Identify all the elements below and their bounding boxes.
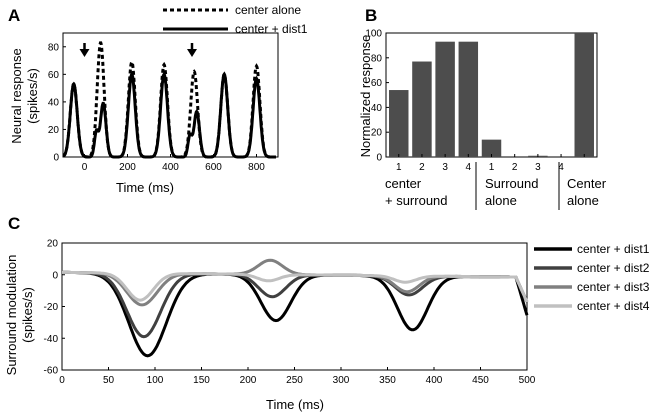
panel-b-xtick-label: 4: [466, 162, 472, 173]
panel-b-label: B: [365, 6, 377, 25]
panel-c-ytick-label: -60: [44, 366, 59, 377]
panel-c-ytick-label: -40: [44, 334, 59, 345]
panel-c-ytick-label: 0: [52, 270, 58, 281]
panel-a-ytick-label: 40: [48, 97, 60, 108]
stimulus-arrow-head: [187, 49, 197, 57]
panel-c-ylabel: Surround modulation: [4, 255, 19, 376]
panel-c-label: C: [8, 214, 20, 233]
group-3-line1: Center: [567, 176, 607, 191]
panel-c-xtick-label: 150: [193, 375, 210, 386]
panel-b-xtick-label: 2: [419, 162, 425, 173]
group-2-line1: Surround: [485, 176, 538, 191]
panel-a-xtick-label: 800: [248, 162, 265, 173]
series-center-dist1: [62, 71, 276, 159]
panel-b-xtick-label: 1: [489, 162, 495, 173]
panel-c-frame: [61, 242, 528, 371]
panel-c-ytick-label: -20: [44, 302, 59, 313]
panel-a-ylabel-unit: (spikes/s): [25, 68, 40, 124]
bar: [435, 41, 455, 157]
legend-label: center + dist2: [577, 261, 650, 275]
panel-b-ytick-label: 60: [371, 78, 383, 89]
panel-c-xtick-label: 300: [333, 375, 350, 386]
panel-a-ytick-label: 60: [48, 70, 60, 81]
panel-b-xtick-label: 3: [535, 162, 541, 173]
panel-c-xtick-label: 500: [519, 375, 536, 386]
panel-a-ylabel: Neural response: [9, 48, 24, 143]
panel-a-chart: 0 200 400 600 800 0 20 40 60 80: [48, 32, 279, 173]
panel-c-xtick-label: 400: [426, 375, 443, 386]
panel-c-xtick-label: 0: [59, 375, 65, 386]
panel-c-xtick-label: 350: [379, 375, 396, 386]
panel-a-label: A: [8, 6, 20, 25]
panel-c-xtick-label: 100: [147, 375, 164, 386]
panel-b-chart: 0 20 40 60 80 100 1 2 3 4 1 2 3 4: [365, 29, 598, 173]
panel-c-xlabel: Time (ms): [266, 397, 324, 412]
legend-label: center + dist3: [577, 280, 650, 294]
panel-c-xtick-label: 50: [103, 375, 115, 386]
bar: [458, 41, 479, 157]
panel-a-xtick-label: 600: [205, 162, 222, 173]
bar: [574, 33, 594, 157]
panel-b-xtick-label: 3: [442, 162, 448, 173]
panel-b-ytick-label: 80: [371, 53, 383, 64]
panel-b-xtick-label: 4: [558, 162, 564, 173]
panel-a-xtick-label: 0: [82, 162, 88, 173]
panel-b-ytick-label: 0: [376, 153, 382, 164]
group-1-line2: + surround: [385, 193, 448, 208]
legend-label: center + dist4: [577, 299, 650, 313]
panel-a-xtick-label: 400: [162, 162, 179, 173]
panel-b-ylabel: Normalized response: [358, 35, 373, 158]
stimulus-arrow-head: [79, 49, 90, 57]
group-1-line1: center: [385, 176, 422, 191]
panel-a-ytick-label: 20: [48, 125, 60, 136]
bar: [481, 139, 502, 157]
group-2-line2: alone: [485, 193, 517, 208]
panel-c-legend: center + dist1 center + dist2 center + dis…: [534, 242, 650, 313]
series-center-dist1: [62, 270, 529, 358]
panel-b-ytick-label: 100: [365, 29, 382, 40]
legend-label: center + dist1: [577, 242, 650, 256]
panel-c-xtick-label: 450: [472, 375, 489, 386]
bar: [389, 90, 409, 157]
panel-c-ytick-label: 20: [47, 239, 59, 250]
panel-c-xtick-label: 250: [286, 375, 303, 386]
panel-a-xlabel: Time (ms): [116, 180, 174, 195]
panel-b-ytick-label: 40: [371, 103, 383, 114]
bar: [412, 61, 432, 157]
panel-a-xtick-label: 200: [119, 162, 136, 173]
panel-c-chart: 0 50 100 150 200 250 300 350 400 450 500 -60 -40 -20 0…: [44, 239, 536, 387]
panel-a-legend: center alone center + dist1: [163, 3, 308, 36]
panel-b-ytick-label: 20: [371, 128, 383, 139]
legend-center-dist1: center + dist1: [235, 22, 308, 36]
panel-c-ylabel-unit: (spikes/s): [20, 287, 35, 343]
panel-c-xtick-label: 200: [240, 375, 257, 386]
series-center-dist4: [62, 270, 529, 303]
panel-a-ytick-label: 0: [53, 153, 59, 164]
panel-b-xtick-label: 2: [512, 162, 518, 173]
panel-a-ytick-label: 80: [48, 42, 60, 53]
legend-center-alone: center alone: [235, 3, 301, 17]
group-3-line2: alone: [567, 193, 599, 208]
panel-b-xtick-label: 1: [396, 162, 402, 173]
